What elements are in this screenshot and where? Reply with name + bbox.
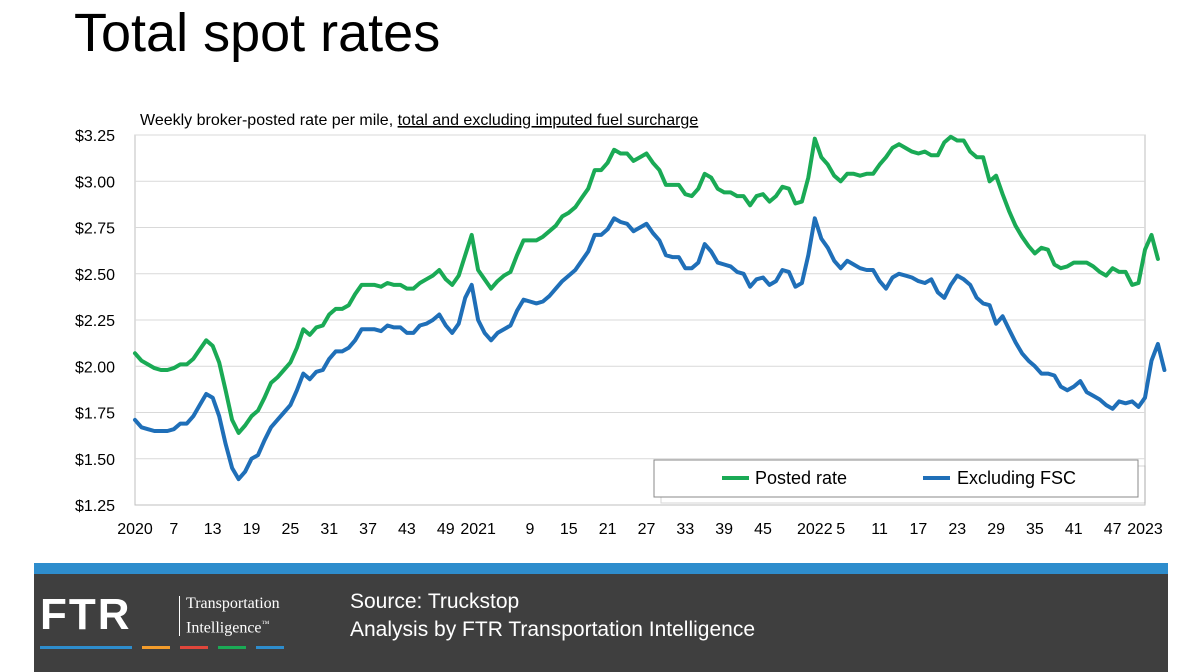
y-tick-label: $2.50 xyxy=(75,267,115,284)
x-tick-label: 37 xyxy=(359,521,377,538)
x-tick-label: 23 xyxy=(948,521,966,538)
y-axis-ticks: $1.25 $1.50 $1.75 $2.00 $2.25 $2.50 $2.75 $3.00… xyxy=(75,128,115,515)
x-tick-label: 47 xyxy=(1104,521,1122,538)
footer-stripe xyxy=(34,563,1168,574)
x-axis-ticks: 2020 7 13 19 25 31 37 43 49 2021 9 15 21 27 33 39 45 2022… xyxy=(117,521,1163,538)
x-tick-label: 11 xyxy=(871,521,888,538)
y-tick-label: $3.00 xyxy=(75,174,115,191)
legend-label-posted-rate: Posted rate xyxy=(755,468,847,488)
logo-bar xyxy=(142,646,170,649)
x-tick-label: 31 xyxy=(320,521,338,538)
x-tick-label: 9 xyxy=(525,521,534,538)
y-tick-label: $3.25 xyxy=(75,128,115,145)
source-line: Source: Truckstop xyxy=(350,590,520,613)
x-tick-label: 33 xyxy=(676,521,694,538)
x-tick-label: 2022 xyxy=(797,521,833,538)
logo-bar xyxy=(40,646,132,649)
logo-trademark: ™ xyxy=(261,619,270,628)
legend-label-excluding-fsc: Excluding FSC xyxy=(957,468,1076,488)
x-tick-label: 35 xyxy=(1026,521,1044,538)
logo-bar xyxy=(256,646,284,649)
x-tick-label: 39 xyxy=(715,521,733,538)
logo-color-bars xyxy=(40,646,294,664)
x-tick-label: 29 xyxy=(987,521,1005,538)
logo-bar xyxy=(180,646,208,649)
x-tick-label: 2021 xyxy=(460,521,496,538)
x-tick-label: 25 xyxy=(281,521,299,538)
x-tick-label: 45 xyxy=(754,521,772,538)
x-tick-label: 7 xyxy=(169,521,178,538)
logo-line-1: Transportation xyxy=(186,595,280,612)
source-note: Source: Truckstop Analysis by FTR Transp… xyxy=(350,588,755,644)
logo-line-2: Intelligence™ xyxy=(186,614,280,638)
x-tick-label: 19 xyxy=(243,521,261,538)
x-tick-label: 41 xyxy=(1065,521,1083,538)
x-tick-label: 43 xyxy=(398,521,416,538)
y-tick-label: $2.00 xyxy=(75,359,115,376)
x-tick-label: 15 xyxy=(560,521,578,538)
page-title: Total spot rates xyxy=(74,3,441,63)
logo-bar xyxy=(218,646,246,649)
footer: FTR Transportation Intelligence™ Source:… xyxy=(34,574,1168,672)
x-tick-label: 21 xyxy=(599,521,617,538)
logo-divider xyxy=(179,596,180,636)
legend: Posted rate Excluding FSC xyxy=(653,459,1146,504)
chart-subtitle: Weekly broker-posted rate per mile, tota… xyxy=(140,112,698,129)
x-tick-label: 27 xyxy=(638,521,656,538)
y-tick-label: $1.75 xyxy=(75,406,115,423)
x-tick-label: 17 xyxy=(909,521,927,538)
series-line-posted-rate xyxy=(133,134,1160,435)
x-tick-label: 5 xyxy=(836,521,845,538)
y-tick-label: $2.25 xyxy=(75,313,115,330)
ftr-logo: FTR xyxy=(40,590,132,639)
x-tick-label: 2023 xyxy=(1127,521,1163,538)
logo-wordmark: Transportation Intelligence™ xyxy=(186,594,280,638)
y-tick-label: $1.25 xyxy=(75,498,115,515)
x-tick-label: 49 xyxy=(437,521,455,538)
y-tick-label: $2.75 xyxy=(75,221,115,238)
analysis-line: Analysis by FTR Transportation Intellige… xyxy=(350,618,756,641)
y-tick-label: $1.50 xyxy=(75,452,115,469)
x-tick-label: 2020 xyxy=(117,521,153,538)
line-chart: Weekly broker-posted rate per mile, tota… xyxy=(75,112,1167,538)
chart-subtitle-plain: Weekly broker-posted rate per mile, xyxy=(140,112,398,129)
series-line-excluding-fsc xyxy=(133,216,1167,482)
chart-subtitle-underlined: total and excluding imputed fuel surchar… xyxy=(398,112,699,129)
logo-line-2-text: Intelligence xyxy=(186,619,262,637)
x-tick-label: 13 xyxy=(204,521,222,538)
